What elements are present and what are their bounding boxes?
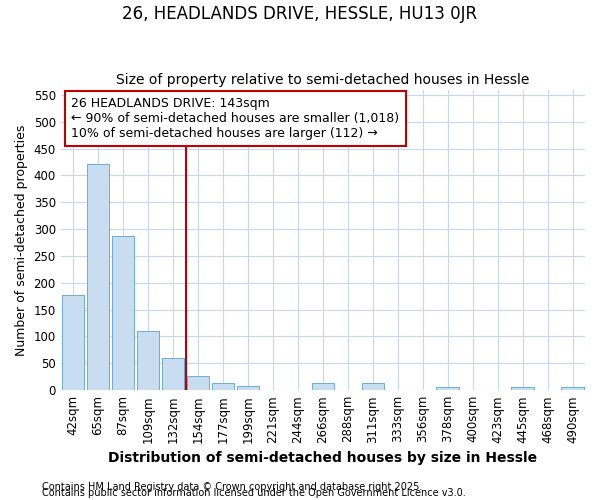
Y-axis label: Number of semi-detached properties: Number of semi-detached properties	[15, 124, 28, 356]
Bar	[62, 294, 85, 390]
Text: 26 HEADLANDS DRIVE: 143sqm
← 90% of semi-detached houses are smaller (1,018)
10%: 26 HEADLANDS DRIVE: 143sqm ← 90% of semi…	[71, 97, 399, 140]
Bar	[311, 382, 334, 390]
Bar	[112, 236, 134, 390]
Bar	[511, 388, 534, 390]
Text: Contains public sector information licensed under the Open Government Licence v3: Contains public sector information licen…	[42, 488, 466, 498]
Bar	[137, 331, 159, 390]
Bar	[212, 382, 234, 390]
Bar	[187, 376, 209, 390]
Title: Size of property relative to semi-detached houses in Hessle: Size of property relative to semi-detach…	[116, 73, 530, 87]
Bar	[436, 387, 459, 390]
Text: Contains HM Land Registry data © Crown copyright and database right 2025.: Contains HM Land Registry data © Crown c…	[42, 482, 422, 492]
Bar	[162, 358, 184, 390]
Bar	[561, 388, 584, 390]
Text: 26, HEADLANDS DRIVE, HESSLE, HU13 0JR: 26, HEADLANDS DRIVE, HESSLE, HU13 0JR	[122, 5, 478, 23]
Bar	[87, 164, 109, 390]
Bar	[362, 383, 384, 390]
Bar	[236, 386, 259, 390]
X-axis label: Distribution of semi-detached houses by size in Hessle: Distribution of semi-detached houses by …	[108, 451, 538, 465]
